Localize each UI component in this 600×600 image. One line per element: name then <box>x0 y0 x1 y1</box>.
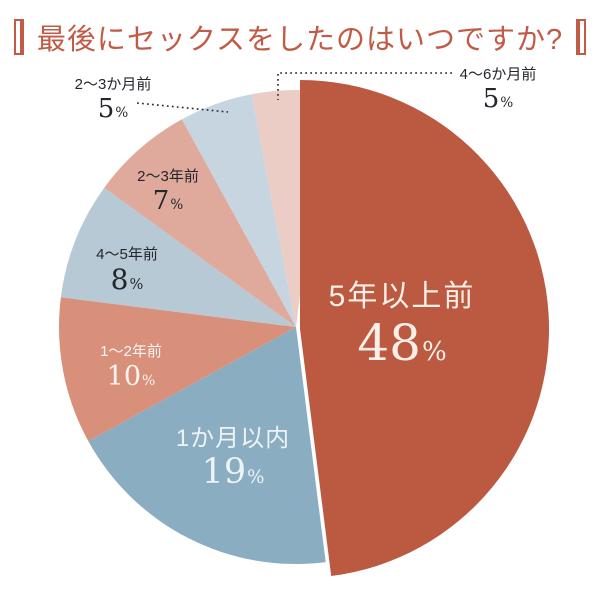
percent-sign: % <box>247 467 265 488</box>
slice-value: 5% <box>97 94 129 124</box>
slice-name: 4〜5年前 <box>96 246 158 263</box>
slice-label-5plus-years: 5年以上前 48% <box>328 280 476 372</box>
slice-label-4-5-years: 4〜5年前 8% <box>96 247 158 294</box>
title-bracket-right-icon <box>576 19 587 55</box>
slice-label-1-2-years: 1〜2年前 10% <box>100 344 162 390</box>
pie-slice-0 <box>300 80 550 577</box>
slice-name: 1か月以内 <box>175 425 291 452</box>
slice-value: 7% <box>152 186 184 216</box>
slice-name: 4〜6か月前 <box>459 66 537 83</box>
chart-title: 最後にセックスをしたのはいつですか? <box>36 24 564 56</box>
pie-slice-3 <box>60 187 297 327</box>
title-bracket-left-icon <box>13 19 24 55</box>
leader-line-2-3-months <box>136 102 229 113</box>
slice-label-within-1-month: 1か月以内 19% <box>176 427 290 490</box>
pie-slice-5 <box>181 94 296 327</box>
slice-value: 8% <box>110 263 144 296</box>
percent-sign: % <box>421 337 447 367</box>
slice-label-2-3-years: 2〜3年前 7% <box>137 169 199 214</box>
percent-sign: % <box>115 105 129 121</box>
slice-value: 48% <box>357 314 447 372</box>
slice-name: 1〜2年前 <box>100 343 162 360</box>
slice-value: 19% <box>201 452 265 492</box>
slice-value: 10% <box>106 361 156 392</box>
slice-value: 5% <box>482 84 514 114</box>
slice-name: 2〜3か月前 <box>74 76 152 93</box>
slice-name: 5年以上前 <box>328 280 476 313</box>
pie-slice-2 <box>59 297 297 442</box>
percent-sign: % <box>500 95 514 111</box>
slice-name: 2〜3年前 <box>137 168 199 185</box>
slice-label-4-6-months: 4〜6か月前 5% <box>460 67 537 112</box>
chart-title-row: 最後にセックスをしたのはいつですか? <box>0 14 600 60</box>
slice-label-2-3-months: 2〜3か月前 5% <box>75 77 152 122</box>
pie-slice-1 <box>88 327 326 564</box>
percent-sign: % <box>129 276 144 293</box>
pie-slice-4 <box>104 119 296 327</box>
percent-sign: % <box>170 197 184 213</box>
percent-sign: % <box>142 373 156 389</box>
